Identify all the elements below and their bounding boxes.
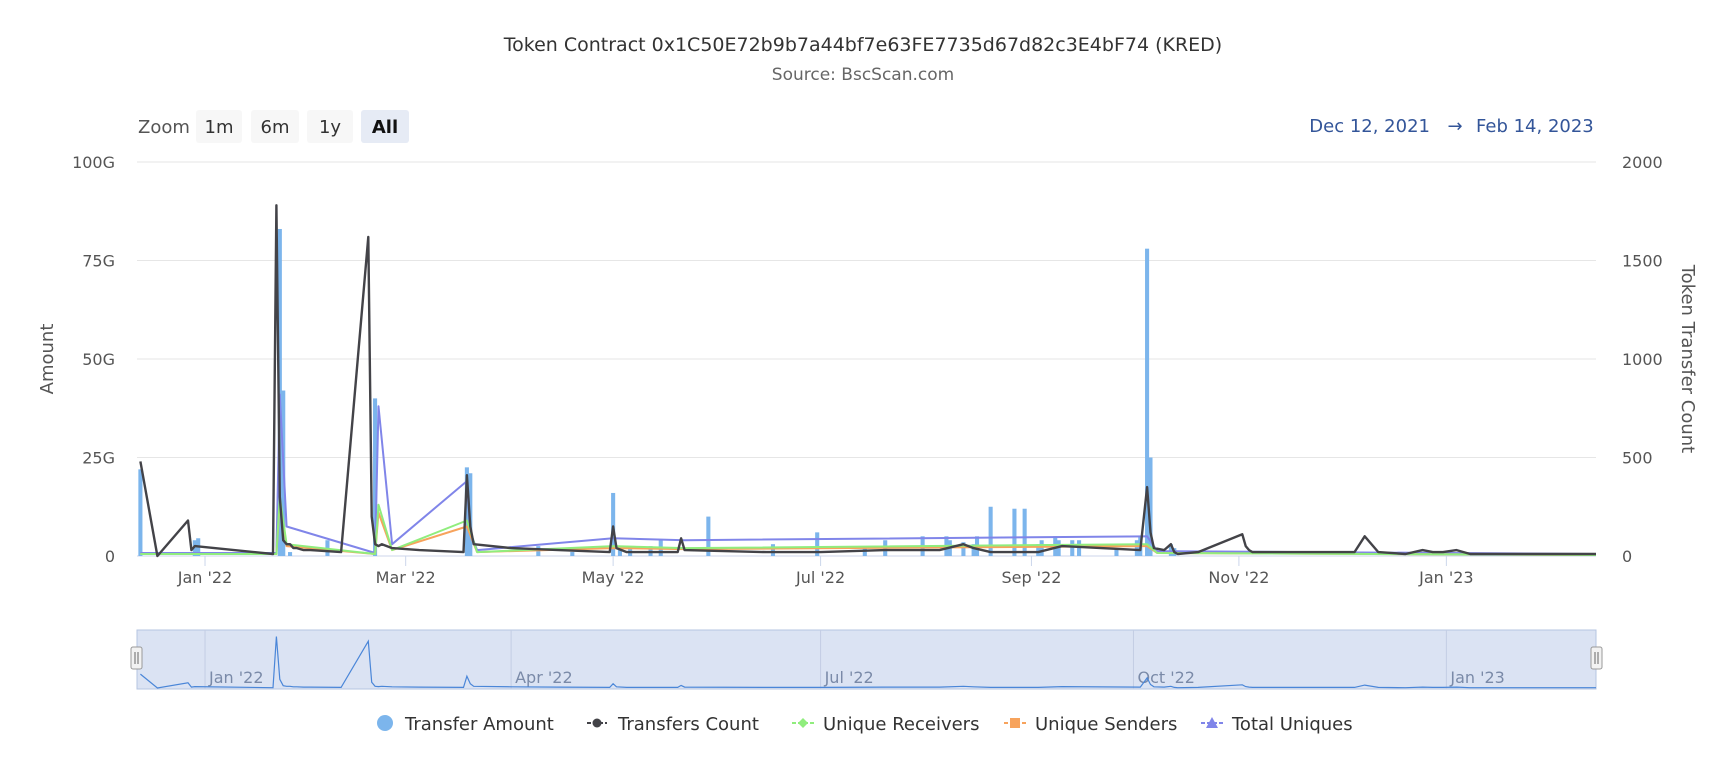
legend-item-transfers-count[interactable]: Transfers Count bbox=[587, 714, 759, 735]
y-left-tick-label: 0 bbox=[105, 547, 115, 566]
bar bbox=[988, 506, 993, 556]
bar bbox=[815, 532, 820, 556]
bar bbox=[611, 492, 616, 556]
bar bbox=[373, 398, 378, 556]
zoom-button-1m[interactable]: 1m bbox=[196, 110, 242, 143]
legend-label: Transfer Amount bbox=[404, 714, 554, 735]
legend-item-unique-receivers[interactable]: Unique Receivers bbox=[792, 714, 979, 735]
legend-label: Unique Senders bbox=[1035, 714, 1177, 735]
navigator-handle-left[interactable] bbox=[130, 646, 143, 670]
zoom-button-1y-label: 1y bbox=[319, 117, 341, 138]
zoom-button-6m-label: 6m bbox=[261, 117, 290, 138]
navigator-selection[interactable] bbox=[136, 629, 1597, 690]
navigator-label: Jan '23 bbox=[1449, 668, 1505, 687]
bar bbox=[617, 548, 622, 556]
legend-label: Transfers Count bbox=[617, 714, 759, 735]
bar bbox=[770, 544, 776, 556]
y-right-tick-label: 500 bbox=[1622, 449, 1653, 468]
legend-square-icon bbox=[1010, 718, 1020, 728]
bar bbox=[1148, 457, 1153, 556]
bar bbox=[971, 544, 976, 556]
zoom-controls: Zoom 1m 6m 1y All bbox=[138, 110, 409, 143]
y-axis-right-label: Token Transfer Count bbox=[1677, 264, 1698, 454]
bar bbox=[1168, 544, 1173, 556]
series-line-unique-receivers bbox=[140, 495, 1597, 556]
navigator-gridlines: Jan '22 Apr '22 Jul '22 Oct '22 Jan '23 bbox=[204, 630, 1505, 689]
x-tick-label: Nov '22 bbox=[1208, 568, 1269, 587]
navigator-label: Jul '22 bbox=[824, 668, 874, 687]
y-axis-right-ticks: 0 500 1000 1500 2000 bbox=[1622, 153, 1663, 566]
bar bbox=[570, 552, 575, 556]
legend-circle-icon bbox=[592, 718, 602, 728]
chart-title: Token Contract 0x1C50E72b9b7a44bf7e63FE7… bbox=[503, 34, 1222, 56]
zoom-button-1y[interactable]: 1y bbox=[307, 110, 353, 143]
range-to-input[interactable]: Feb 14, 2023 bbox=[1476, 116, 1594, 137]
bar bbox=[1134, 540, 1139, 556]
series-line-total-uniques bbox=[140, 393, 1597, 555]
x-axis-ticks: Jan '22 Mar '22 May '22 Jul '22 Sep '22 Nov '… bbox=[177, 556, 1474, 587]
bar bbox=[961, 542, 966, 556]
zoom-label: Zoom bbox=[138, 117, 190, 138]
navigator-label: Oct '22 bbox=[1137, 668, 1195, 687]
x-tick-label: Jan '22 bbox=[177, 568, 233, 587]
x-tick-label: Sep '22 bbox=[1001, 568, 1061, 587]
series-transfer-amount bbox=[138, 228, 1177, 557]
navigator-series bbox=[140, 636, 1596, 689]
zoom-button-all[interactable]: All bbox=[361, 110, 409, 143]
bar bbox=[138, 469, 143, 556]
x-tick-label: Mar '22 bbox=[376, 568, 436, 587]
y-left-tick-label: 100G bbox=[72, 153, 115, 172]
bar bbox=[1114, 548, 1119, 556]
legend-item-total-uniques[interactable]: Total Uniques bbox=[1201, 714, 1353, 735]
bar bbox=[1039, 540, 1044, 556]
legend-label: Total Uniques bbox=[1231, 714, 1353, 735]
navigator-label: Apr '22 bbox=[515, 668, 573, 687]
legend-label: Unique Receivers bbox=[823, 714, 979, 735]
gridlines bbox=[137, 161, 1596, 458]
x-tick-label: May '22 bbox=[582, 568, 645, 587]
zoom-button-all-label: All bbox=[372, 117, 398, 138]
bar bbox=[1145, 248, 1150, 556]
legend-circle-icon bbox=[377, 715, 393, 731]
legend: Transfer Amount Transfers Count Unique R… bbox=[377, 714, 1353, 735]
bar bbox=[1012, 508, 1017, 556]
date-range: Dec 12, 2021 → Feb 14, 2023 bbox=[1309, 116, 1593, 137]
bar bbox=[288, 552, 293, 556]
legend-triangle-icon bbox=[1206, 717, 1218, 728]
bar bbox=[1022, 508, 1027, 556]
legend-item-unique-senders[interactable]: Unique Senders bbox=[1004, 714, 1177, 735]
line-series-group bbox=[139, 204, 1597, 558]
bar bbox=[706, 516, 711, 556]
plot-area: 0 25G 50G 75G 100G 0 500 1000 1500 2000 Amount T… bbox=[37, 153, 1698, 587]
y-left-tick-label: 75G bbox=[82, 252, 115, 271]
y-right-tick-label: 1000 bbox=[1622, 350, 1663, 369]
bar bbox=[192, 540, 197, 556]
chart-subtitle: Source: BscScan.com bbox=[772, 65, 954, 85]
y-right-tick-label: 0 bbox=[1622, 547, 1632, 566]
y-axis-left-ticks: 0 25G 50G 75G 100G bbox=[72, 153, 115, 566]
bar bbox=[464, 467, 469, 556]
bar bbox=[862, 548, 867, 556]
navigator-label: Jan '22 bbox=[208, 668, 264, 687]
range-from-input[interactable]: Dec 12, 2021 bbox=[1309, 116, 1430, 137]
series-line-transfers-count bbox=[139, 204, 1596, 558]
bar bbox=[1070, 540, 1075, 556]
x-tick-label: Jan '23 bbox=[1418, 568, 1474, 587]
y-axis-left-label: Amount bbox=[37, 324, 58, 395]
y-left-tick-label: 50G bbox=[82, 350, 115, 369]
range-arrow: → bbox=[1447, 116, 1462, 137]
x-tick-label: Jul '22 bbox=[795, 568, 845, 587]
legend-diamond-icon bbox=[798, 718, 808, 728]
bar bbox=[277, 228, 282, 557]
y-right-tick-label: 1500 bbox=[1622, 252, 1663, 271]
zoom-button-1m-label: 1m bbox=[205, 117, 234, 138]
navigator-handle-right[interactable] bbox=[1590, 646, 1603, 670]
bar bbox=[1036, 544, 1041, 556]
navigator[interactable]: Jan '22 Apr '22 Jul '22 Oct '22 Jan '23 bbox=[130, 629, 1603, 690]
zoom-button-6m[interactable]: 6m bbox=[251, 110, 299, 143]
y-right-tick-label: 2000 bbox=[1622, 153, 1663, 172]
legend-item-transfer-amount[interactable]: Transfer Amount bbox=[377, 714, 554, 735]
y-left-tick-label: 25G bbox=[82, 449, 115, 468]
